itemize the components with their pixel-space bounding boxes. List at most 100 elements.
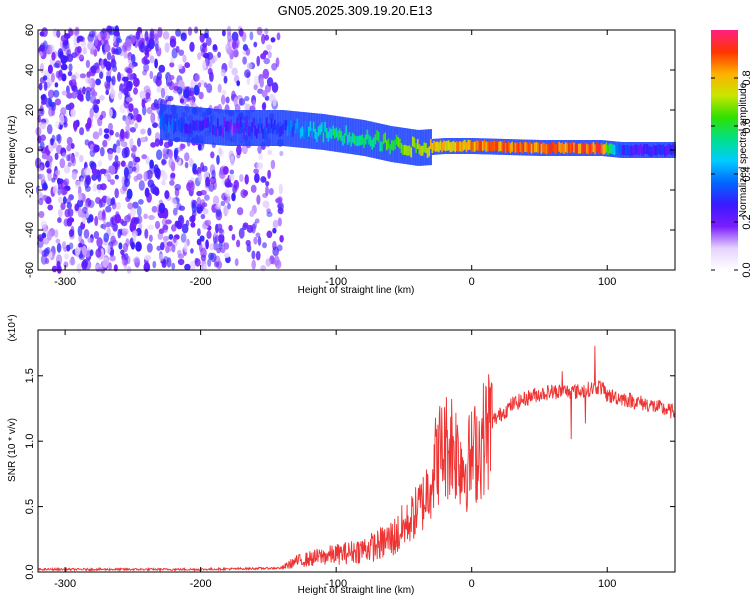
signal-core (438, 142, 441, 153)
noise-mark (264, 27, 269, 35)
noise-mark (245, 239, 251, 247)
signal-core (304, 121, 307, 132)
noise-mark (50, 138, 54, 146)
noise-mark (87, 41, 94, 51)
x-tick-label: -200 (190, 578, 212, 590)
noise-mark (64, 253, 69, 260)
noise-mark (165, 219, 172, 225)
signal-core (184, 123, 187, 134)
signal-core (581, 143, 584, 154)
signal-core (527, 143, 530, 154)
noise-mark (128, 160, 134, 169)
signal-core (384, 132, 387, 143)
noise-mark (143, 262, 151, 273)
y-tick-label: 0.5 (24, 499, 36, 514)
y-tick-label: 60 (24, 24, 36, 36)
signal-core (231, 125, 234, 136)
noise-mark (141, 154, 148, 160)
noise-mark (98, 127, 103, 136)
noise-mark (174, 183, 182, 191)
noise-mark (156, 245, 162, 251)
signal-core (387, 138, 390, 149)
noise-mark (148, 214, 155, 221)
noise-mark (114, 155, 119, 162)
noise-mark (208, 252, 214, 260)
noise-mark (56, 29, 61, 38)
noise-mark (71, 91, 78, 99)
noise-mark (155, 79, 162, 87)
noise-mark (253, 84, 258, 91)
signal-core (181, 122, 184, 133)
noise-mark (76, 263, 82, 274)
signal-core (280, 126, 283, 137)
signal-core (589, 143, 592, 154)
noise-mark (158, 253, 164, 262)
noise-mark (253, 41, 258, 48)
noise-mark (43, 81, 48, 91)
noise-mark (99, 168, 107, 174)
signal-core (392, 140, 395, 151)
noise-mark (132, 232, 137, 243)
signal-core (433, 140, 436, 151)
noise-mark (121, 230, 128, 237)
noise-mark (149, 36, 154, 48)
x-tick-label: -200 (190, 276, 212, 288)
signal-core (482, 141, 484, 152)
noise-mark (276, 32, 281, 41)
noise-mark (42, 194, 48, 202)
noise-mark (74, 46, 80, 57)
noise-mark (62, 196, 67, 205)
noise-mark (272, 246, 280, 257)
noise-mark (123, 131, 129, 139)
signal-core (195, 119, 198, 130)
signal-core (600, 143, 603, 154)
signal-core (665, 145, 668, 156)
signal-core (486, 141, 489, 152)
signal-core (369, 136, 372, 147)
signal-core (613, 144, 616, 155)
noise-mark (162, 31, 170, 40)
noise-mark (54, 82, 59, 88)
noise-mark (96, 237, 103, 248)
noise-mark (152, 260, 157, 269)
noise-mark (265, 180, 270, 187)
noise-mark (149, 70, 154, 80)
signal-core (223, 117, 226, 128)
signal-core (488, 140, 491, 151)
noise-mark (82, 46, 88, 55)
noise-mark (256, 55, 261, 67)
noise-mark (231, 192, 236, 202)
noise-mark (105, 61, 112, 72)
signal-core (529, 141, 532, 152)
noise-mark (189, 157, 194, 168)
noise-mark (158, 138, 164, 147)
signal-core (293, 120, 296, 131)
signal-core (286, 126, 289, 136)
signal-core (608, 143, 611, 154)
noise-mark (80, 212, 86, 218)
noise-mark (59, 114, 65, 125)
noise-mark (92, 183, 98, 192)
noise-mark (46, 77, 53, 87)
noise-mark (137, 37, 143, 44)
noise-mark (130, 219, 135, 228)
noise-mark (239, 174, 244, 182)
noise-mark (46, 124, 53, 135)
noise-mark (83, 228, 90, 239)
signal-core (493, 140, 496, 151)
noise-mark (94, 215, 99, 227)
colorbar-tick-label: 0.4 (741, 166, 750, 181)
signal-core (381, 141, 384, 152)
noise-mark (272, 96, 277, 107)
noise-mark (109, 216, 114, 228)
signal-core (348, 132, 351, 143)
snr-line (37, 345, 676, 573)
signal-core (441, 142, 444, 153)
noise-mark (40, 94, 46, 101)
noise-mark (253, 221, 257, 229)
noise-mark (202, 60, 207, 71)
noise-mark (114, 174, 119, 180)
noise-mark (127, 55, 132, 64)
noise-mark (93, 144, 100, 153)
